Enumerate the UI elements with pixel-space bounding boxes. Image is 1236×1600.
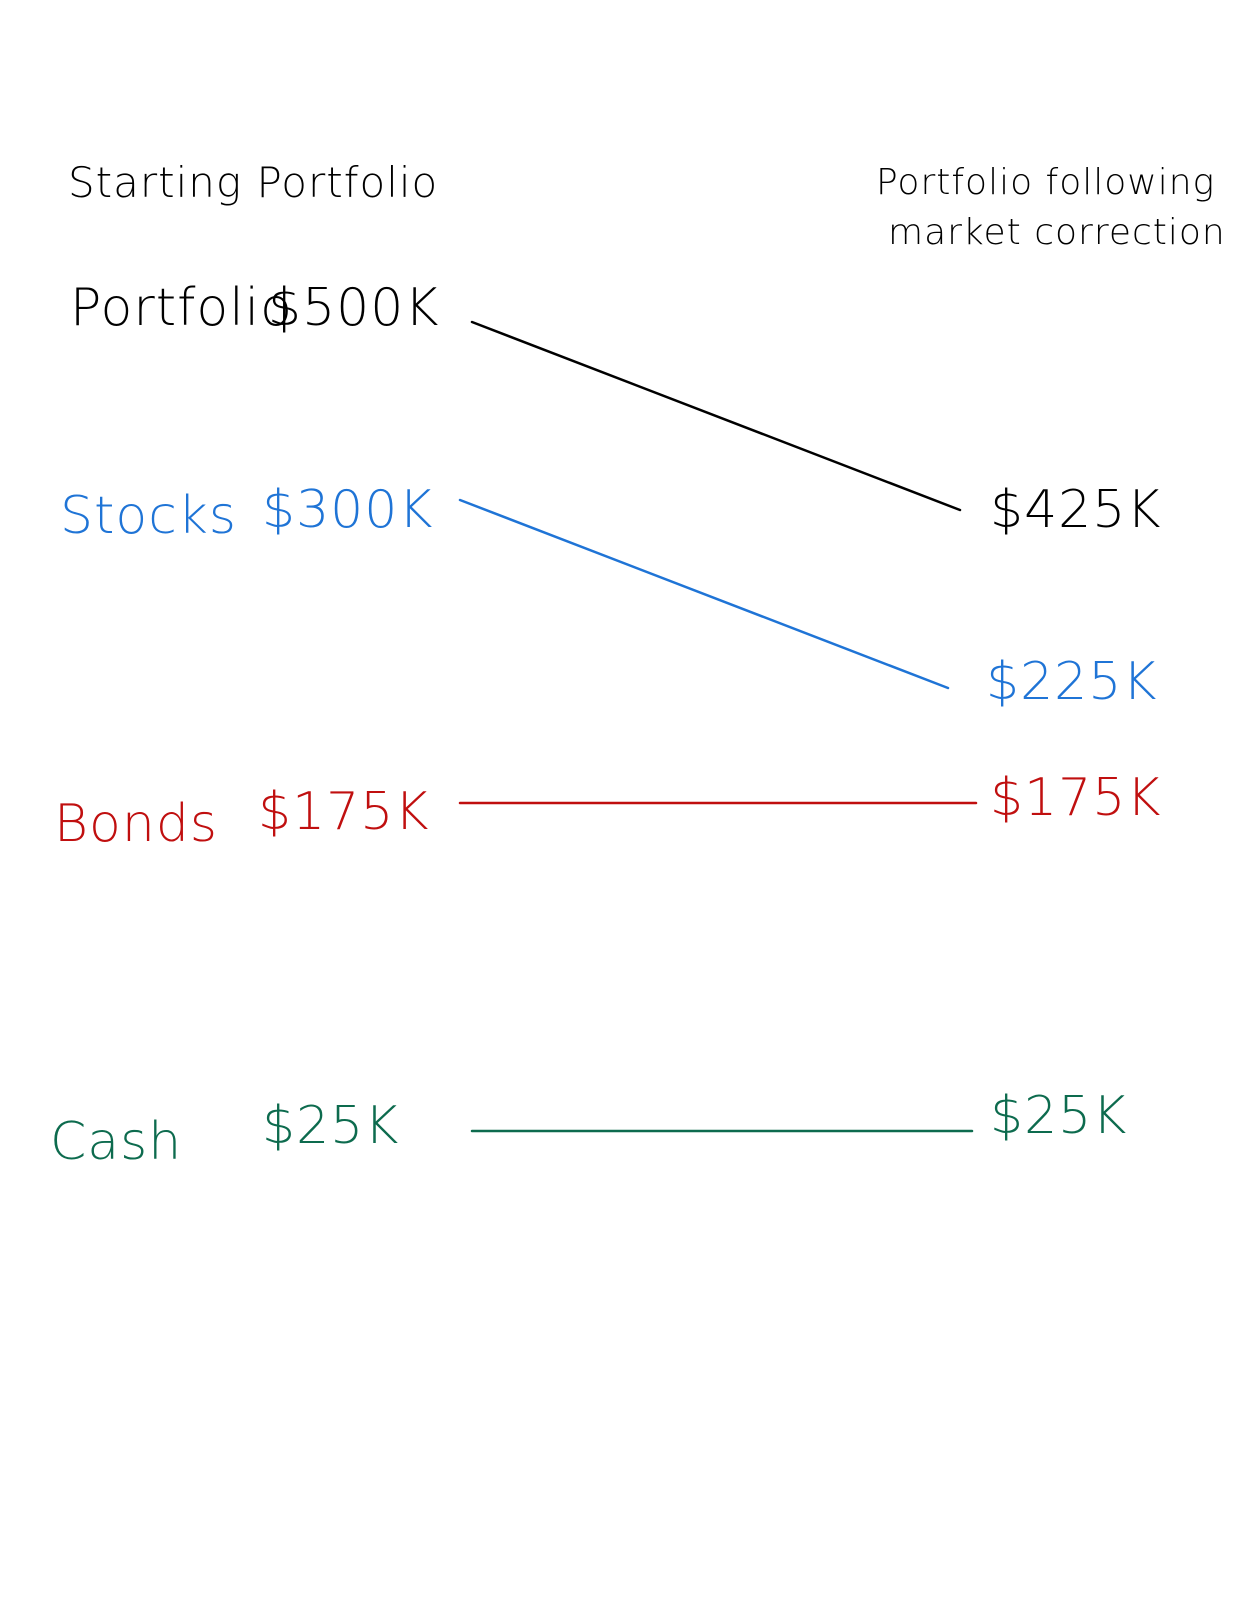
cash-end-value: $25K [990, 1086, 1128, 1146]
portfolio-label: Portfolio [70, 278, 293, 338]
bonds-end-value: $175K [990, 768, 1162, 828]
bonds-start-value: $175K [258, 782, 430, 842]
portfolio-connector-line [470, 320, 962, 512]
stocks-connector-line [458, 498, 950, 690]
stocks-label: Stocks [60, 486, 238, 546]
starting-portfolio-heading: Starting Portfolio [68, 158, 439, 207]
post-correction-heading-line1: Portfolio following [876, 162, 1216, 203]
post-correction-heading-line2: market correction [888, 212, 1226, 254]
cash-label: Cash [50, 1112, 183, 1172]
stocks-start-value: $300K [262, 480, 434, 540]
portfolio-start-value: $500K [268, 278, 440, 338]
portfolio-end-value: $425K [990, 480, 1162, 540]
post-correction-heading: Portfolio following market correction [876, 158, 1226, 259]
cash-start-value: $25K [262, 1096, 400, 1156]
bonds-label: Bonds [54, 794, 218, 854]
stocks-end-value: $225K [986, 652, 1158, 712]
